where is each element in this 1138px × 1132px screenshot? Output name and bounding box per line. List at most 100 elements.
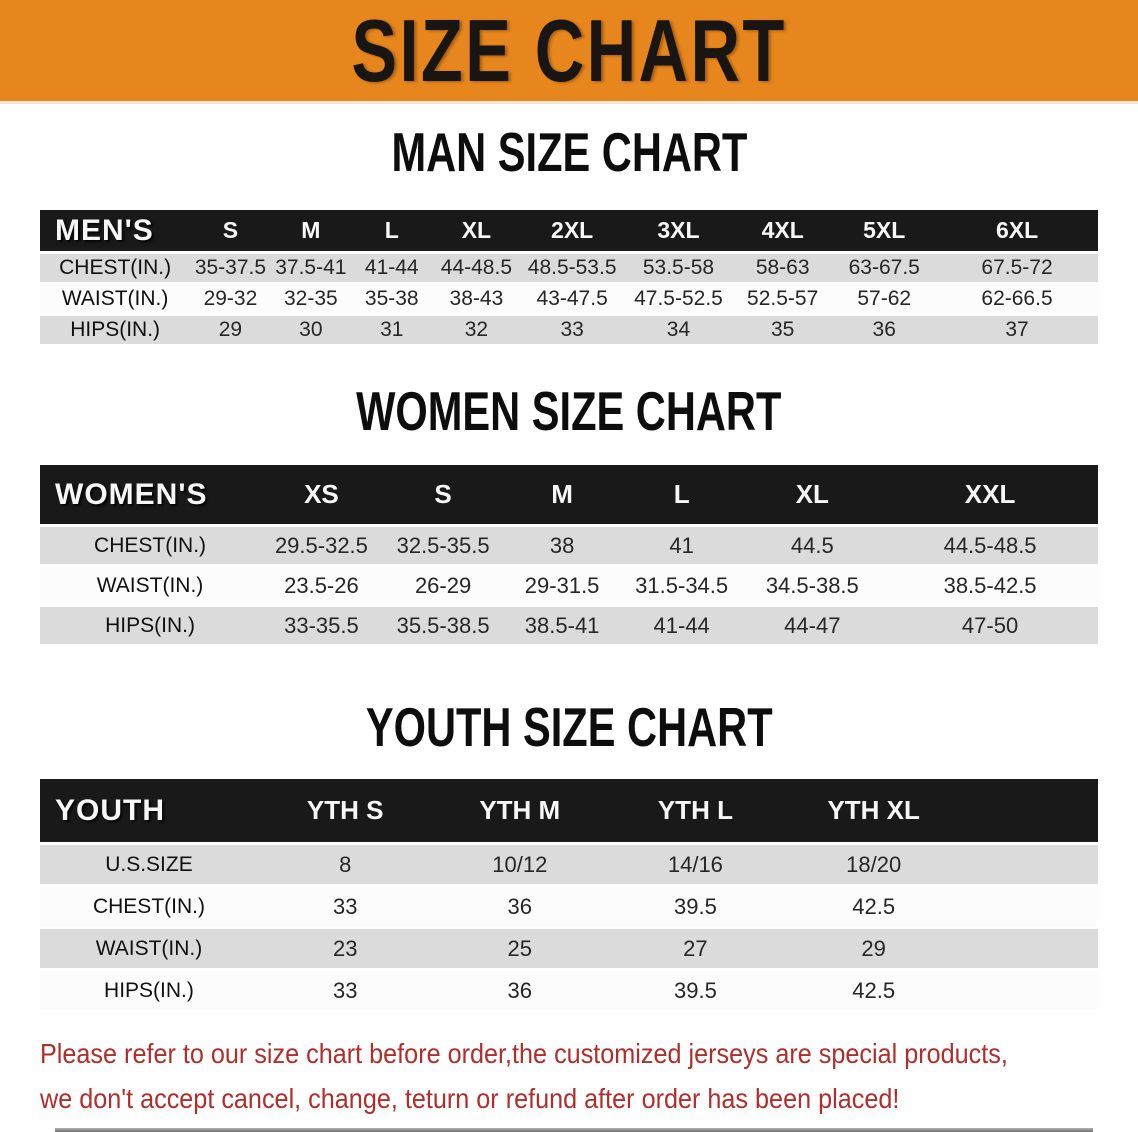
table-cell: 29 [783, 929, 964, 971]
youth-section-title: YOUTH SIZE CHART [0, 697, 1138, 767]
row-label: HIPS(IN.) [40, 607, 261, 647]
table-group-label: MEN'S [40, 210, 191, 254]
column-header: XL [742, 465, 883, 527]
table-cell: 36 [832, 316, 937, 347]
table-cell: 35 [732, 316, 833, 347]
table-cell: 35.5-38.5 [382, 607, 504, 647]
table-cell: 8 [257, 845, 433, 887]
column-header: M [270, 210, 352, 254]
disclaimer-line-2: we don't accept cancel, change, teturn o… [40, 1083, 900, 1114]
table-row: HIPS(IN.) 33 36 39.5 42.5 [40, 971, 1098, 1013]
table-cell: 34.5-38.5 [742, 567, 883, 607]
column-header: XS [260, 465, 383, 527]
row-label: CHEST(IN.) [40, 887, 258, 929]
table-cell: 42.5 [783, 971, 964, 1013]
table-cell: 10/12 [432, 845, 608, 887]
table-cell: 23.5-26 [260, 567, 383, 607]
man-section-title-text: MAN SIZE CHART [391, 122, 747, 184]
column-header: YTH XL [783, 779, 964, 845]
table-cell: 47-50 [882, 607, 1098, 647]
column-header: 3XL [623, 210, 733, 254]
table-cell: 37.5-41 [270, 254, 352, 285]
disclaimer-line-1: Please refer to our size chart before or… [40, 1038, 1008, 1069]
table-cell: 35-37.5 [190, 254, 271, 285]
table-cell: 41 [620, 527, 743, 567]
table-cell: 36 [432, 971, 608, 1013]
table-cell: 32.5-35.5 [382, 527, 504, 567]
youth-size-table: YOUTH YTH S YTH M YTH L YTH XL U.S.SIZE 8 10/12… [40, 779, 1098, 1013]
table-cell: 30 [270, 316, 352, 347]
table-cell: 48.5-53.5 [520, 254, 624, 285]
column-header: XL [432, 210, 521, 254]
table-group-label: WOMEN'S [40, 465, 261, 527]
table-cell: 44-47 [742, 607, 883, 647]
table-cell-filler [963, 887, 1098, 929]
row-label: HIPS(IN.) [40, 971, 258, 1013]
table-row: CHEST(IN.) 35-37.5 37.5-41 41-44 44-48.5 48.5… [40, 254, 1098, 285]
table-row: WAIST(IN.) 23 25 27 29 [40, 929, 1098, 971]
man-section-title: MAN SIZE CHART [0, 122, 1138, 192]
table-cell: 57-62 [832, 285, 937, 316]
table-cell: 62-66.5 [936, 285, 1098, 316]
row-label: U.S.SIZE [40, 845, 258, 887]
man-size-table: MEN'S S M L XL 2XL 3XL 4XL 5XL 6XL CHEST(IN.) 35-37… [40, 210, 1098, 347]
bottom-edge-strip [55, 1128, 1093, 1132]
youth-size-section: YOUTH SIZE CHART YOUTH YTH S YTH M YTH L YTH… [0, 697, 1138, 1013]
table-cell: 41-44 [351, 254, 433, 285]
table-row: HIPS(IN.) 29 30 31 32 33 34 35 36 37 [40, 316, 1098, 347]
column-header: L [351, 210, 433, 254]
women-size-section: WOMEN SIZE CHART WOMEN'S XS S M L XL XXL CHEST(… [0, 381, 1138, 647]
table-cell-filler [963, 929, 1098, 971]
column-header-filler [963, 779, 1098, 845]
table-cell: 39.5 [607, 887, 784, 929]
table-cell: 47.5-52.5 [623, 285, 733, 316]
table-row: U.S.SIZE 8 10/12 14/16 18/20 [40, 845, 1098, 887]
table-cell: 44.5 [742, 527, 883, 567]
table-cell: 38-43 [432, 285, 521, 316]
row-label: CHEST(IN.) [40, 527, 261, 567]
column-header: YTH M [432, 779, 608, 845]
table-cell: 37 [936, 316, 1098, 347]
table-cell: 33 [520, 316, 624, 347]
column-header: 2XL [520, 210, 624, 254]
table-cell: 23 [257, 929, 433, 971]
disclaimer: Please refer to our size chart before or… [40, 1031, 1138, 1121]
table-cell: 42.5 [783, 887, 964, 929]
table-row: HIPS(IN.) 33-35.5 35.5-38.5 38.5-41 41-44 44-… [40, 607, 1098, 647]
header-row: WOMEN'S XS S M L XL XXL [40, 465, 1098, 527]
table-cell: 27 [607, 929, 784, 971]
column-header: YTH L [607, 779, 784, 845]
table-cell: 58-63 [732, 254, 833, 285]
table-cell: 33 [257, 971, 433, 1013]
table-cell: 38 [503, 527, 621, 567]
table-cell: 32 [432, 316, 521, 347]
table-cell: 44.5-48.5 [882, 527, 1098, 567]
table-cell: 33 [257, 887, 433, 929]
table-cell: 29.5-32.5 [260, 527, 383, 567]
table-cell: 31.5-34.5 [620, 567, 743, 607]
table-cell: 33-35.5 [260, 607, 383, 647]
man-size-section: MAN SIZE CHART MEN'S S M L XL 2XL 3XL 4XL 5XL 6XL… [0, 122, 1138, 347]
row-label: HIPS(IN.) [40, 316, 191, 347]
row-label: WAIST(IN.) [40, 567, 261, 607]
table-cell: 43-47.5 [520, 285, 624, 316]
table-cell: 34 [623, 316, 733, 347]
table-cell: 44-48.5 [432, 254, 521, 285]
row-label: WAIST(IN.) [40, 285, 191, 316]
table-cell-filler [963, 971, 1098, 1013]
table-cell: 18/20 [783, 845, 964, 887]
table-cell: 52.5-57 [732, 285, 833, 316]
youth-section-title-text: YOUTH SIZE CHART [365, 697, 773, 759]
table-cell: 36 [432, 887, 608, 929]
table-cell: 32-35 [270, 285, 352, 316]
women-section-title-text: WOMEN SIZE CHART [356, 381, 782, 443]
column-header: 4XL [732, 210, 833, 254]
table-cell: 53.5-58 [623, 254, 733, 285]
column-header: 5XL [832, 210, 937, 254]
table-cell: 38.5-42.5 [882, 567, 1098, 607]
table-cell: 14/16 [607, 845, 784, 887]
women-size-table: WOMEN'S XS S M L XL XXL CHEST(IN.) 29.5-32.5 32.5… [40, 465, 1098, 647]
table-cell: 38.5-41 [503, 607, 621, 647]
column-header: YTH S [257, 779, 433, 845]
column-header: S [382, 465, 504, 527]
